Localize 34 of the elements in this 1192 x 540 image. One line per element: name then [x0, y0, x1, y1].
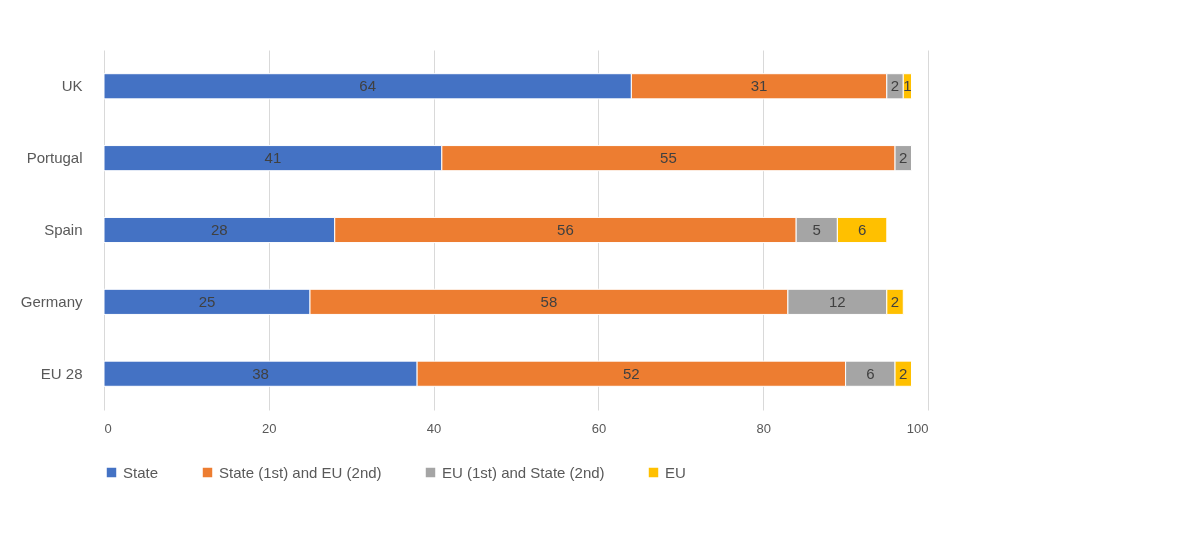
- y-tick-label: UK: [61, 77, 83, 95]
- legend-label: EU (1st) and State (2nd): [442, 463, 605, 481]
- data-label: 12: [829, 292, 846, 310]
- data-label: 25: [198, 292, 216, 310]
- legend-label: State (1st) and EU (2nd): [219, 463, 382, 481]
- data-label: 6: [866, 364, 875, 382]
- data-label: 6: [857, 221, 867, 238]
- legend-label: EU: [665, 463, 686, 481]
- data-label: 52: [623, 364, 640, 382]
- x-tick-label: 60: [591, 420, 607, 436]
- data-label: 2: [899, 364, 908, 382]
- data-label: 55: [660, 149, 677, 167]
- y-tick-label: Germany: [20, 292, 83, 310]
- data-label: 2: [890, 77, 900, 95]
- data-label: 1: [903, 77, 912, 95]
- data-label: 2: [890, 292, 900, 310]
- x-tick-label: 40: [426, 420, 442, 436]
- y-tick-label: Portugal: [26, 149, 83, 167]
- data-label: 56: [557, 221, 574, 238]
- data-label: 64: [359, 77, 377, 95]
- data-label: 2: [899, 149, 908, 167]
- legend-label: State: [123, 463, 159, 481]
- data-label: 31: [750, 77, 768, 95]
- x-tick-label: 20: [262, 420, 277, 436]
- y-tick-label: EU 28: [40, 364, 83, 382]
- data-label: 38: [252, 364, 269, 382]
- x-tick-label: 100: [906, 420, 929, 436]
- x-tick-label: 0: [104, 420, 112, 436]
- data-label: 58: [540, 292, 558, 310]
- data-label: 28: [211, 221, 228, 238]
- data-label: 5: [812, 221, 821, 238]
- data-label: 41: [264, 149, 282, 167]
- y-tick-label: Spain: [44, 221, 83, 238]
- x-tick-label: 80: [756, 420, 771, 436]
